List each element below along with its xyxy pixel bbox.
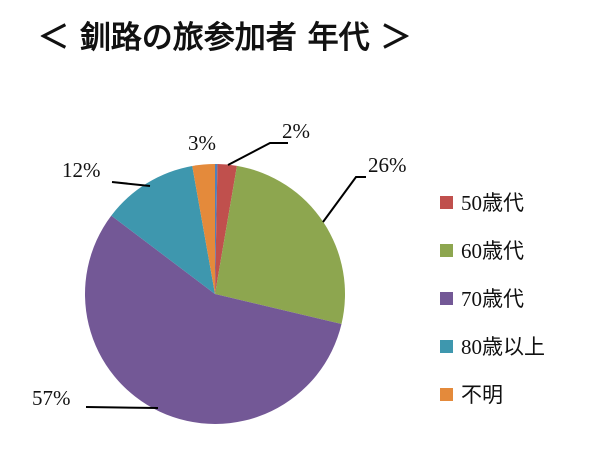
data-label: 12% bbox=[62, 158, 101, 182]
leader-line bbox=[322, 176, 366, 223]
data-label: 2% bbox=[282, 119, 310, 143]
leader-line bbox=[227, 142, 288, 166]
data-label: 26% bbox=[368, 153, 407, 177]
pie-slice bbox=[192, 164, 215, 294]
legend-swatch bbox=[440, 243, 453, 257]
legend-swatch bbox=[440, 291, 453, 305]
leader-lines bbox=[85, 142, 366, 409]
legend-label: 70歳代 bbox=[461, 287, 524, 311]
legend-label: 80歳以上 bbox=[461, 335, 545, 359]
legend: 50歳代 60歳代 70歳代 80歳以上 不明 bbox=[440, 178, 545, 418]
legend-item-unknown: 不明 bbox=[440, 370, 545, 418]
chart-title: ＜ 釧路の旅参加者 年代 ＞ bbox=[38, 20, 412, 56]
pie-slice bbox=[215, 164, 218, 294]
legend-swatch bbox=[440, 339, 453, 353]
legend-label: 不明 bbox=[461, 383, 503, 407]
pie-slices bbox=[85, 164, 345, 424]
pie-slice bbox=[215, 164, 237, 294]
legend-swatch bbox=[440, 195, 453, 209]
pie-slice bbox=[111, 166, 215, 294]
legend-swatch bbox=[440, 387, 453, 401]
leader-line bbox=[111, 181, 151, 187]
legend-item-80plus: 80歳以上 bbox=[440, 322, 545, 370]
pie-slice bbox=[215, 165, 345, 324]
legend-item-70s: 70歳代 bbox=[440, 274, 545, 322]
legend-item-50s: 50歳代 bbox=[440, 178, 545, 226]
legend-item-60s: 60歳代 bbox=[440, 226, 545, 274]
data-label: 3% bbox=[188, 131, 216, 155]
legend-label: 60歳代 bbox=[461, 239, 524, 263]
data-label: 57% bbox=[32, 386, 71, 410]
legend-label: 50歳代 bbox=[461, 191, 524, 215]
pie-slice bbox=[85, 215, 342, 424]
data-labels: 2% 26% 57% 12% 3% bbox=[32, 119, 407, 410]
leader-line bbox=[85, 406, 159, 409]
